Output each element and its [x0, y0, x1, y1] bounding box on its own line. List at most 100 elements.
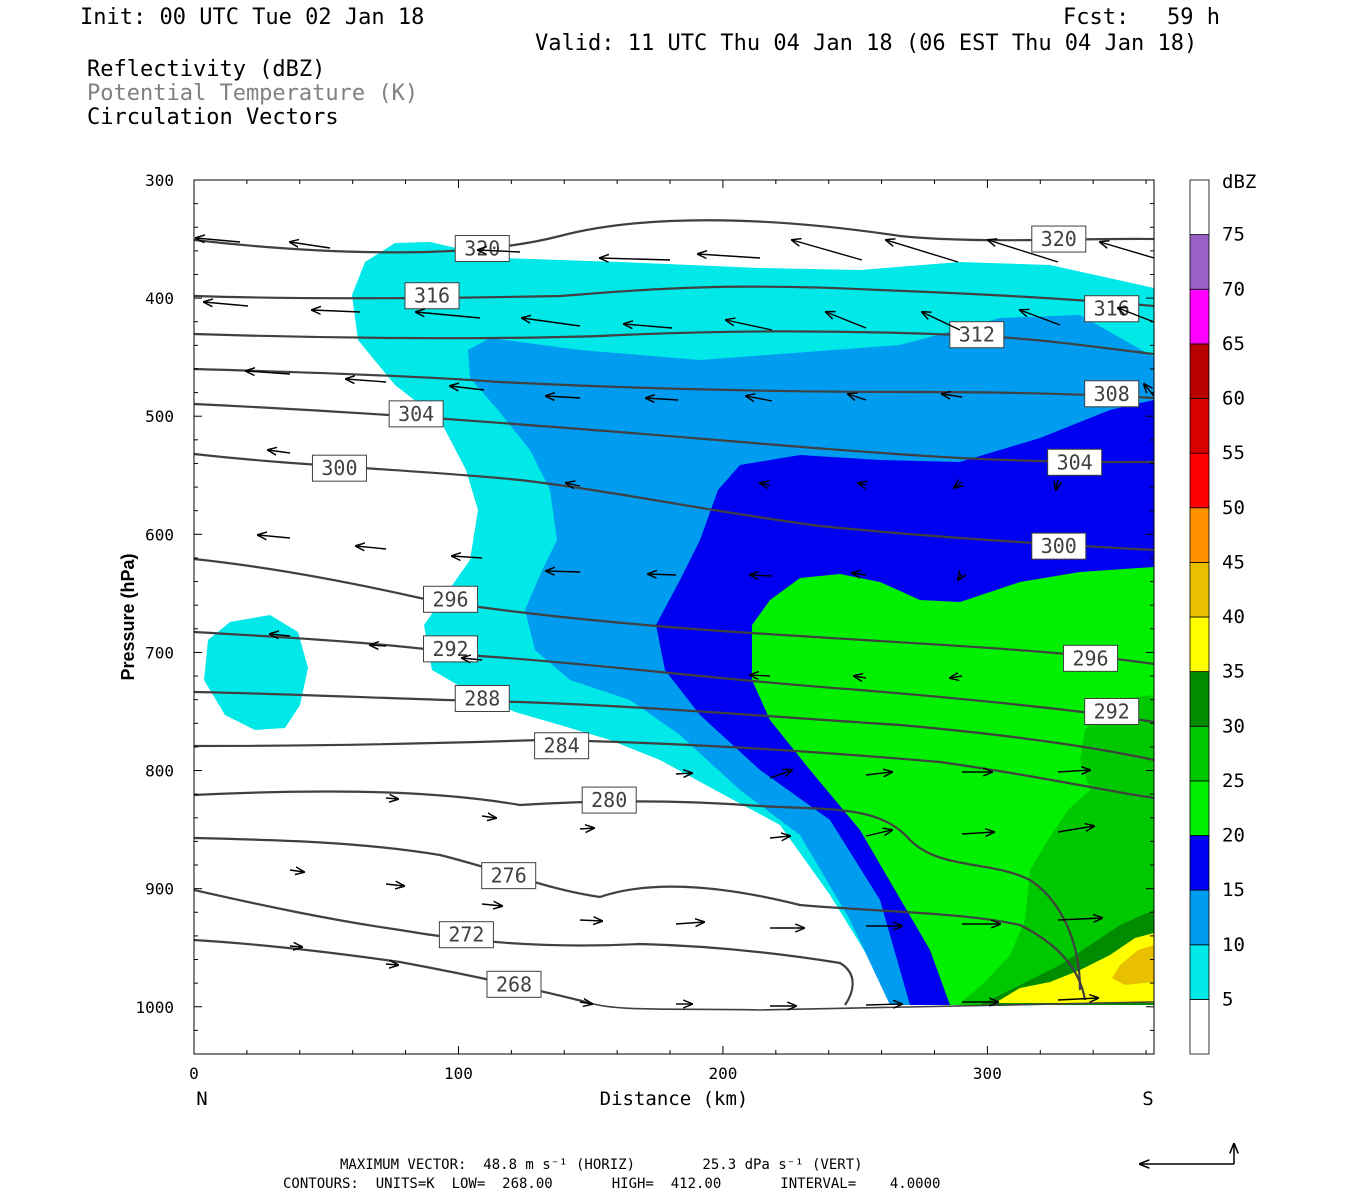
- contour-label-box: [423, 585, 479, 613]
- circulation-vector: [290, 242, 331, 249]
- circulation-vector: [958, 574, 962, 580]
- circulation-vector: [385, 964, 398, 965]
- theta-contour-308: [194, 367, 1154, 400]
- colorbar-level-label: 30: [1222, 715, 1245, 737]
- circulation-vector: [416, 312, 481, 319]
- surface-line: [589, 1001, 1154, 1011]
- contour-label-320: 320: [464, 237, 500, 261]
- circulation-vector: [268, 450, 291, 453]
- colorbar-title: dBZ: [1222, 171, 1256, 193]
- contour-label-box: [404, 282, 460, 310]
- contour-label-box: [534, 732, 590, 760]
- contour-label-292: 292: [1094, 699, 1130, 723]
- reflectivity-40-dbz-region: [1112, 945, 1154, 985]
- circulation-vector: [566, 483, 581, 486]
- circulation-vector: [478, 250, 521, 252]
- colorbar-swatch: [1189, 944, 1210, 1000]
- colorbar-swatch: [1189, 780, 1210, 836]
- circulation-vector: [950, 676, 963, 678]
- field-name-circulation-vectors: Circulation Vectors: [87, 105, 339, 130]
- circulation-vector: [698, 254, 761, 258]
- circulation-vector: [865, 772, 892, 775]
- y-tick-label: 300: [145, 171, 174, 190]
- circulation-vector: [792, 240, 863, 261]
- init-time: Init: 00 UTC Tue 02 Jan 18: [80, 5, 425, 30]
- colorbar: 5 10 15 20 25 30 35 40 45 50 55 60 65 70 75: [1189, 179, 1245, 1055]
- contour-label-300: 300: [1041, 534, 1077, 558]
- contour-label-312: 312: [959, 323, 995, 347]
- contour-label-box: [481, 862, 537, 890]
- theta-contour-280: [194, 790, 1082, 991]
- theta-contour-320: [194, 219, 1154, 254]
- colorbar-swatch: [1189, 671, 1210, 727]
- contour-label-box: [581, 786, 637, 814]
- colorbar-swatch: [1189, 343, 1210, 399]
- theta-contour-284: [194, 738, 1154, 800]
- circulation-vector: [954, 482, 962, 488]
- circulation-vector: [750, 675, 771, 676]
- contour-label-box: [388, 400, 444, 428]
- theta-contour-312: [194, 330, 1154, 356]
- contour-label-268: 268: [496, 972, 532, 996]
- colorbar-level-label: 60: [1222, 388, 1245, 410]
- colorbar-level-label: 5: [1222, 988, 1233, 1010]
- contour-label-box: [1047, 448, 1103, 476]
- y-tick-label: 800: [145, 762, 174, 781]
- contour-label-272: 272: [448, 923, 484, 947]
- circulation-vector: [579, 920, 602, 921]
- y-tick-label: 1000: [135, 998, 174, 1017]
- circulation-vector: [769, 836, 790, 838]
- contour-label-320: 320: [1041, 227, 1077, 251]
- circulation-vector: [746, 396, 773, 401]
- colorbar-level-label: 20: [1222, 825, 1245, 847]
- circulation-vector: [546, 396, 581, 398]
- contour-label-box: [1031, 225, 1087, 253]
- circulation-vector: [346, 379, 387, 382]
- circulation-vector: [848, 394, 867, 400]
- forecast-hour-value: 59 h: [1167, 5, 1220, 30]
- contour-label-layer: 320 320 316 316 312 308 304 304 300 300 296 296 292 2…: [311, 225, 1140, 998]
- circulation-vector: [579, 828, 594, 829]
- colorbar-swatch: [1189, 889, 1210, 946]
- circulation-vector: [450, 386, 485, 390]
- colorbar-level-label: 75: [1222, 224, 1245, 246]
- circulation-vector: [854, 676, 867, 678]
- circulation-vector: [579, 1002, 592, 1004]
- theta-contour-292: [194, 630, 1154, 724]
- circulation-vector: [452, 556, 483, 558]
- colorbar-level-label: 40: [1222, 606, 1245, 628]
- circulation-vectors: [196, 238, 1154, 1006]
- y-tick-label: 500: [145, 407, 174, 426]
- colorbar-level-label: 65: [1222, 333, 1245, 355]
- circulation-vector: [1057, 998, 1098, 1000]
- circulation-vector: [204, 302, 249, 306]
- contour-label-box: [1084, 295, 1140, 323]
- circulation-vector: [312, 310, 361, 312]
- circulation-vector: [646, 398, 679, 400]
- colorbar-swatch: [1189, 452, 1210, 509]
- circulation-vector: [675, 922, 704, 924]
- circulation-vector: [865, 830, 892, 837]
- colorbar-level-label: 45: [1222, 551, 1245, 573]
- reflectivity-35-dbz-region: [995, 933, 1154, 1003]
- valid-time: Valid: 11 UTC Thu 04 Jan 18 (06 EST Thu …: [535, 31, 1198, 56]
- contour-info-note: CONTOURS: UNITS=K LOW= 268.00 HIGH= 412.…: [283, 1176, 941, 1192]
- reflectivity-5-dbz-island: [204, 615, 308, 730]
- circulation-vector: [961, 832, 994, 834]
- forecast-hour-label: Fcst:: [1063, 5, 1130, 30]
- contour-label-280: 280: [591, 788, 627, 812]
- circulation-vector: [942, 394, 963, 397]
- colorbar-level-label: 15: [1222, 879, 1245, 901]
- circulation-vector: [258, 535, 291, 538]
- circulation-vector: [600, 258, 671, 260]
- x-axis-south-label: S: [1142, 1088, 1153, 1110]
- colorbar-swatch: [1189, 507, 1210, 563]
- x-tick-label: 100: [444, 1064, 473, 1083]
- circulation-vector: [196, 238, 241, 242]
- contour-label-292: 292: [432, 637, 468, 661]
- circulation-vector: [648, 574, 677, 575]
- circulation-vector: [385, 884, 404, 886]
- contour-label-304: 304: [1057, 450, 1093, 474]
- circulation-vector: [988, 240, 1059, 263]
